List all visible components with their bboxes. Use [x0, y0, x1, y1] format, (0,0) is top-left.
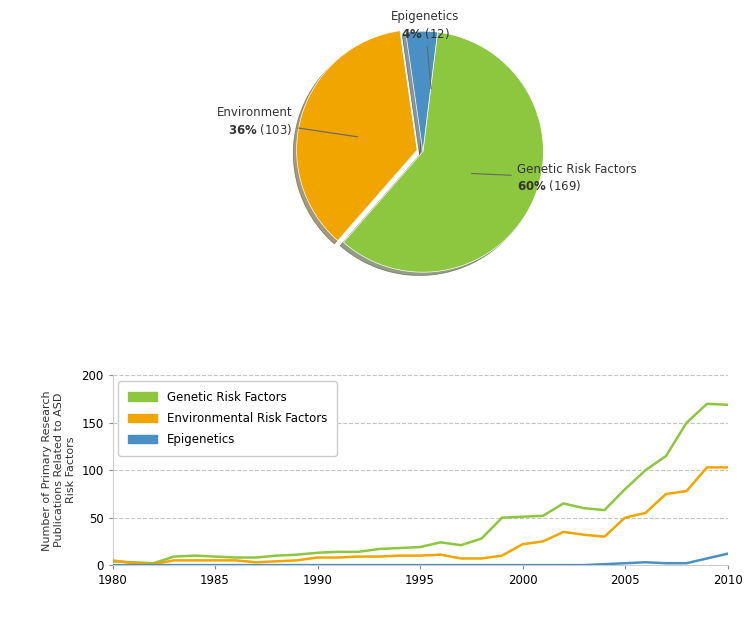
Wedge shape: [296, 30, 417, 240]
Wedge shape: [344, 32, 544, 272]
Y-axis label: Number of Primary Research
Publications Related to ASD
Risk Factors: Number of Primary Research Publications …: [43, 390, 76, 551]
Text: Epigenetics
$\mathbf{4\%}$ (12): Epigenetics $\mathbf{4\%}$ (12): [391, 11, 460, 89]
Text: Genetic Risk Factors
$\mathbf{60\%}$ (169): Genetic Risk Factors $\mathbf{60\%}$ (16…: [472, 163, 637, 193]
Wedge shape: [406, 31, 437, 152]
Text: Environment
$\mathbf{36\%}$ (103): Environment $\mathbf{36\%}$ (103): [217, 106, 358, 137]
Legend: Genetic Risk Factors, Environmental Risk Factors, Epigenetics: Genetic Risk Factors, Environmental Risk…: [118, 381, 337, 456]
